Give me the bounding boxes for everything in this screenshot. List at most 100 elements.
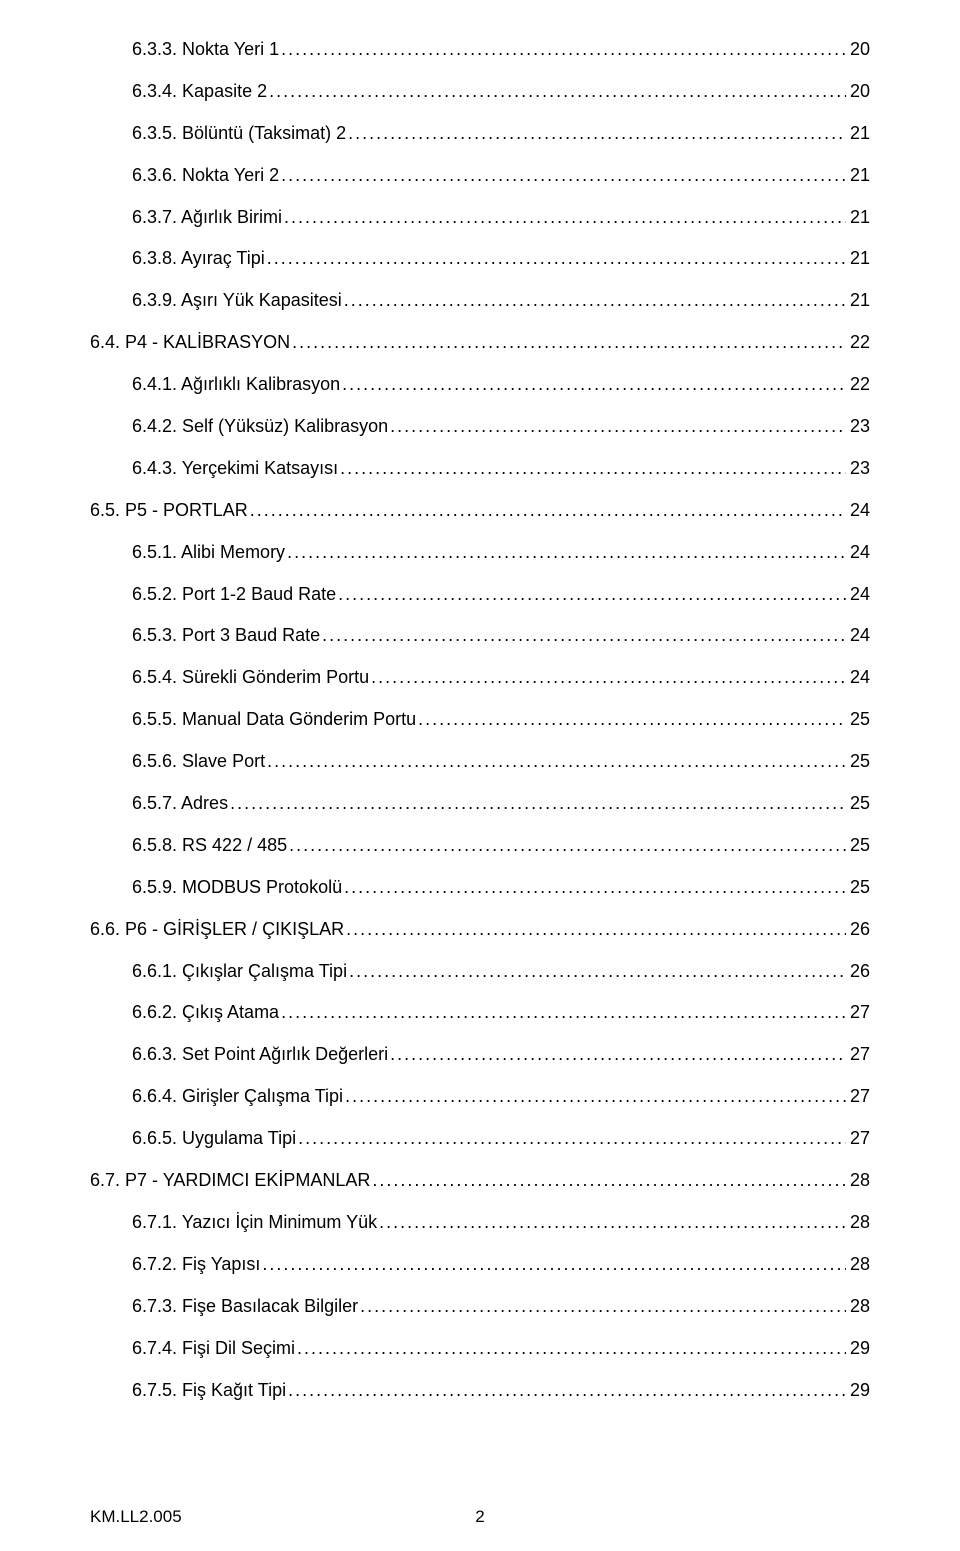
toc-entry-page: 28 (846, 1211, 870, 1234)
toc-entry-page: 29 (846, 1337, 870, 1360)
toc-entry-label: 6.7.3. Fişe Basılacak Bilgiler (132, 1295, 358, 1318)
toc-entry-page: 20 (846, 80, 870, 103)
toc-entry-label: 6.3.8. Ayıraç Tipi (132, 247, 265, 270)
toc-entry-page: 23 (846, 415, 870, 438)
toc-entry-page: 22 (846, 331, 870, 354)
toc-dot-leader (296, 1127, 846, 1150)
toc-entry: 6.6.4. Girişler Çalışma Tipi 27 (90, 1085, 870, 1108)
toc-entry-label: 6.4. P4 - KALİBRASYON (90, 331, 290, 354)
toc-entry-label: 6.7. P7 - YARDIMCI EKİPMANLAR (90, 1169, 370, 1192)
toc-entry: 6.6.1. Çıkışlar Çalışma Tipi26 (90, 960, 870, 983)
toc-entry-label: 6.5.1. Alibi Memory (132, 541, 285, 564)
toc-dot-leader (388, 1043, 846, 1066)
toc-entry-label: 6.4.1. Ağırlıklı Kalibrasyon (132, 373, 340, 396)
toc-entry-label: 6.5.4. Sürekli Gönderim Portu (132, 666, 369, 689)
toc-entry-page: 21 (846, 206, 870, 229)
toc-entry-label: 6.5. P5 - PORTLAR (90, 499, 248, 522)
toc-entry: 6.5. P5 - PORTLAR 24 (90, 499, 870, 522)
toc-dot-leader (265, 247, 846, 270)
toc-entry-label: 6.3.7. Ağırlık Birimi (132, 206, 282, 229)
toc-entry: 6.3.5. Bölüntü (Taksimat) 221 (90, 122, 870, 145)
toc-dot-leader (347, 960, 846, 983)
toc-entry-page: 27 (846, 1043, 870, 1066)
toc-entry-page: 23 (846, 457, 870, 480)
toc-entry: 6.6.3. Set Point Ağırlık Değerleri 27 (90, 1043, 870, 1066)
toc-dot-leader (342, 289, 846, 312)
toc-entry-label: 6.6.4. Girişler Çalışma Tipi (132, 1085, 343, 1108)
toc-dot-leader (369, 666, 846, 689)
toc-entry-page: 25 (846, 834, 870, 857)
toc-entry: 6.4. P4 - KALİBRASYON 22 (90, 331, 870, 354)
toc-dot-leader (377, 1211, 846, 1234)
toc-entry-label: 6.4.2. Self (Yüksüz) Kalibrasyon (132, 415, 388, 438)
toc-entry: 6.5.8. RS 422 / 48525 (90, 834, 870, 857)
page-footer: KM.LL2.005 2 (90, 1507, 870, 1527)
toc-entry-label: 6.7.4. Fişi Dil Seçimi (132, 1337, 295, 1360)
toc-entry: 6.4.3. Yerçekimi Katsayısı 23 (90, 457, 870, 480)
toc-entry-page: 22 (846, 373, 870, 396)
toc-dot-leader (279, 164, 846, 187)
toc-dot-leader (287, 834, 846, 857)
toc-dot-leader (286, 1379, 846, 1402)
toc-dot-leader (260, 1253, 846, 1276)
toc-dot-leader (282, 206, 846, 229)
toc-dot-leader (416, 708, 846, 731)
toc-entry-label: 6.7.2. Fiş Yapısı (132, 1253, 260, 1276)
toc-dot-leader (344, 918, 846, 941)
toc-dot-leader (358, 1295, 846, 1318)
toc-entry-page: 25 (846, 750, 870, 773)
toc-dot-leader (346, 122, 846, 145)
toc-entry-label: 6.5.5. Manual Data Gönderim Portu (132, 708, 416, 731)
toc-dot-leader (267, 80, 846, 103)
toc-entry-label: 6.3.5. Bölüntü (Taksimat) 2 (132, 122, 346, 145)
toc-entry: 6.7.3. Fişe Basılacak Bilgiler 28 (90, 1295, 870, 1318)
toc-entry-page: 21 (846, 289, 870, 312)
toc-entry: 6.3.4. Kapasite 220 (90, 80, 870, 103)
toc-entry-page: 29 (846, 1379, 870, 1402)
toc-entry: 6.5.6. Slave Port 25 (90, 750, 870, 773)
toc-entry-label: 6.5.9. MODBUS Protokolü (132, 876, 342, 899)
toc-entry: 6.3.6. Nokta Yeri 221 (90, 164, 870, 187)
toc-entry: 6.7.1. Yazıcı İçin Minimum Yük 28 (90, 1211, 870, 1234)
toc-entry: 6.3.3. Nokta Yeri 120 (90, 38, 870, 61)
toc-entry-label: 6.3.3. Nokta Yeri 1 (132, 38, 279, 61)
toc-entry-page: 21 (846, 164, 870, 187)
toc-dot-leader (370, 1169, 846, 1192)
toc-entry-page: 27 (846, 1001, 870, 1024)
toc-entry-label: 6.5.2. Port 1-2 Baud Rate (132, 583, 336, 606)
toc-entry-label: 6.7.1. Yazıcı İçin Minimum Yük (132, 1211, 377, 1234)
toc-entry-label: 6.6.3. Set Point Ağırlık Değerleri (132, 1043, 388, 1066)
toc-entry-page: 25 (846, 876, 870, 899)
toc-entry-page: 24 (846, 666, 870, 689)
toc-entry: 6.4.2. Self (Yüksüz) Kalibrasyon 23 (90, 415, 870, 438)
toc-dot-leader (342, 876, 846, 899)
toc-entry-label: 6.6.1. Çıkışlar Çalışma Tipi (132, 960, 347, 983)
toc-dot-leader (388, 415, 846, 438)
toc-entry-page: 28 (846, 1253, 870, 1276)
toc-entry-label: 6.7.5. Fiş Kağıt Tipi (132, 1379, 286, 1402)
toc-entry-page: 27 (846, 1085, 870, 1108)
toc-entry-page: 25 (846, 708, 870, 731)
toc-entry: 6.3.8. Ayıraç Tipi 21 (90, 247, 870, 270)
toc-dot-leader (343, 1085, 846, 1108)
toc-entry-label: 6.3.9. Aşırı Yük Kapasitesi (132, 289, 342, 312)
toc-entry: 6.5.5. Manual Data Gönderim Portu 25 (90, 708, 870, 731)
toc-entry-page: 21 (846, 247, 870, 270)
toc-dot-leader (295, 1337, 846, 1360)
toc-entry-page: 24 (846, 499, 870, 522)
toc-entry: 6.3.9. Aşırı Yük Kapasitesi 21 (90, 289, 870, 312)
toc-dot-leader (320, 624, 846, 647)
toc-entry: 6.7.4. Fişi Dil Seçimi 29 (90, 1337, 870, 1360)
toc-entry: 6.5.2. Port 1-2 Baud Rate 24 (90, 583, 870, 606)
toc-dot-leader (279, 1001, 846, 1024)
toc-entry-page: 24 (846, 583, 870, 606)
toc-entry-page: 24 (846, 541, 870, 564)
toc-entry-label: 6.6.5. Uygulama Tipi (132, 1127, 296, 1150)
toc-dot-leader (279, 38, 846, 61)
toc-dot-leader (340, 373, 846, 396)
toc-entry-label: 6.4.3. Yerçekimi Katsayısı (132, 457, 338, 480)
toc-entry-label: 6.5.6. Slave Port (132, 750, 265, 773)
toc-entry: 6.6. P6 - GİRİŞLER / ÇIKIŞLAR26 (90, 918, 870, 941)
toc-entry-page: 28 (846, 1295, 870, 1318)
toc-entry: 6.7.2. Fiş Yapısı 28 (90, 1253, 870, 1276)
